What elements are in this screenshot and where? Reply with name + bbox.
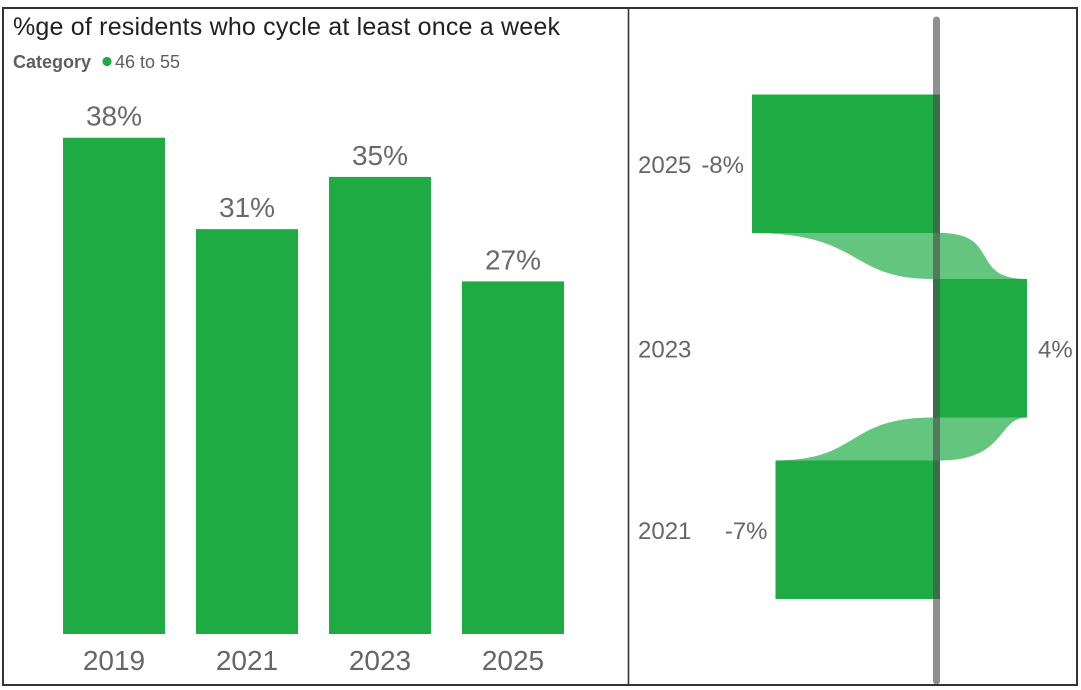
data-label-2021: 31% bbox=[219, 192, 275, 223]
data-label-2019: 38% bbox=[86, 101, 142, 132]
column-chart-panel: %ge of residents who cycle at least once… bbox=[13, 13, 564, 676]
bar-2019[interactable] bbox=[63, 137, 165, 634]
flow-bar-2025[interactable] bbox=[752, 94, 940, 234]
outer-border bbox=[2, 7, 1078, 686]
column-chart-plot-area: 38% 2019 31% 2021 35% 2023 27% 2025 bbox=[63, 101, 564, 676]
legend-item-label[interactable]: 46 to 55 bbox=[115, 52, 180, 72]
data-label-2023: 35% bbox=[352, 140, 408, 171]
legend: Category 46 to 55 bbox=[13, 52, 180, 72]
flow-chart-panel: 2025 -8% 2023 4% 2021 -7% bbox=[638, 16, 1073, 685]
flow-year-label-2021: 2021 bbox=[638, 518, 691, 545]
bar-2025[interactable] bbox=[462, 281, 564, 634]
flow-connector-2025-2023 bbox=[752, 233, 1027, 279]
legend-dot-icon bbox=[102, 56, 112, 67]
flow-connector-2023-2021 bbox=[775, 417, 1027, 461]
data-label-2025: 27% bbox=[485, 244, 541, 275]
flow-bar-2021[interactable] bbox=[775, 460, 941, 600]
flow-value-label-2025: -8% bbox=[701, 152, 744, 179]
flow-bar-2023[interactable] bbox=[933, 279, 1027, 418]
chart-title: %ge of residents who cycle at least once… bbox=[13, 13, 560, 41]
x-axis-label-2021[interactable]: 2021 bbox=[216, 645, 278, 676]
flow-year-label-2025: 2025 bbox=[638, 152, 691, 179]
bar-2021[interactable] bbox=[196, 229, 298, 634]
legend-field-label: Category bbox=[13, 52, 91, 72]
flow-value-label-2023: 4% bbox=[1038, 336, 1073, 363]
x-axis-label-2025[interactable]: 2025 bbox=[482, 645, 544, 676]
flow-year-label-2023: 2023 bbox=[638, 336, 691, 363]
x-axis-label-2019[interactable]: 2019 bbox=[83, 645, 145, 676]
x-axis-label-2023[interactable]: 2023 bbox=[349, 645, 411, 676]
bar-2023[interactable] bbox=[329, 176, 431, 634]
flow-value-label-2021: -7% bbox=[725, 518, 768, 545]
flow-chart-plot-area: 2025 -8% 2023 4% 2021 -7% bbox=[638, 16, 1073, 685]
